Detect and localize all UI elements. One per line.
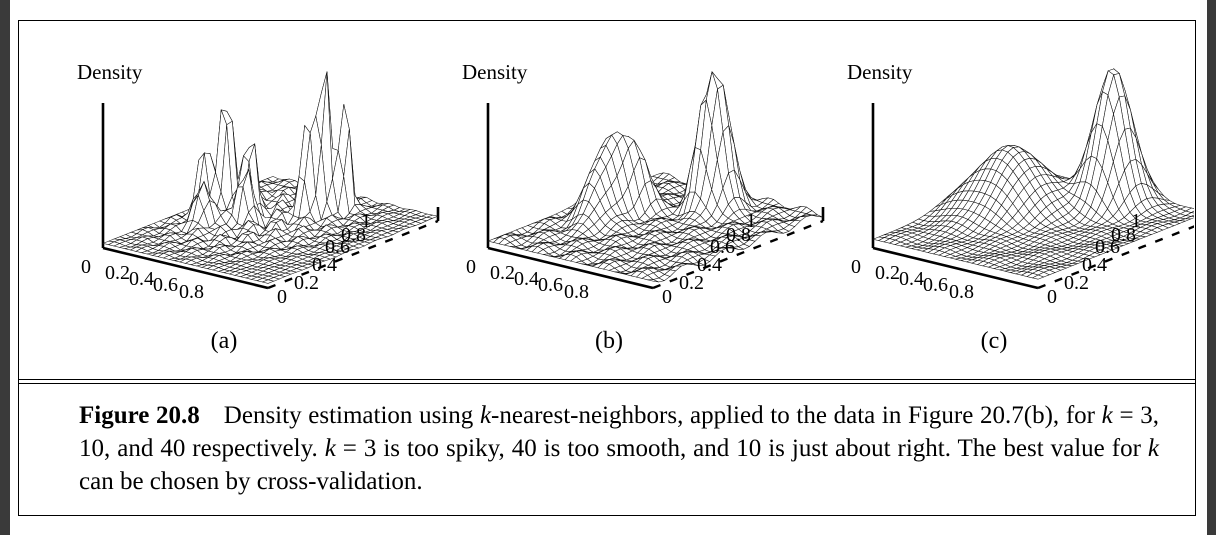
- figure-caption: Figure 20.8 Density estimation using k-ne…: [79, 402, 1160, 495]
- x-tick-label: 0.2: [875, 262, 900, 284]
- figure-label: Figure 20.8: [79, 402, 200, 429]
- x-tick-label: 0.8: [179, 281, 204, 303]
- x-tick-label: 0.6: [923, 274, 948, 296]
- x-tick-label: 0.4: [129, 268, 154, 290]
- x-axis-line: [102, 246, 269, 290]
- x-tick-label: 0.2: [105, 262, 130, 284]
- figure-box: Density 0 0.2 0.4 0.6 0.8 0 0.2 0.4 0.6 0.8 1 (a) Den…: [18, 20, 1196, 516]
- x-tick-label: 0.6: [153, 274, 178, 296]
- y-tick-label: 0.6: [325, 236, 350, 258]
- y-tick-label: 1: [361, 210, 371, 232]
- x-tick-label: 0: [466, 256, 476, 278]
- y-axis-line: [1037, 225, 1194, 290]
- x-tick-label: 0.2: [490, 262, 515, 284]
- caption-rule-bottom: [19, 383, 1195, 384]
- y-tick-label: 1: [746, 210, 756, 232]
- y-axis-line: [652, 219, 824, 290]
- density-surface: [872, 68, 1194, 280]
- y-tick-label: 0.6: [1095, 236, 1120, 258]
- x-tick-label: 0.8: [564, 281, 589, 303]
- y-tick-label: 0.2: [1064, 272, 1089, 294]
- panel-letter: (c): [981, 328, 1008, 354]
- panel-letter: (a): [211, 328, 238, 354]
- y-tick-label: 0.8: [1111, 224, 1136, 246]
- density-surface: [487, 71, 824, 283]
- density-label: Density: [77, 60, 143, 84]
- x-tick-label: 0: [851, 256, 861, 278]
- x-axis-line: [872, 246, 1039, 290]
- density-surface: [102, 71, 440, 284]
- x-axis-line: [487, 246, 654, 290]
- y-tick-label: 0: [1047, 286, 1057, 308]
- y-tick-label: 0.4: [1082, 254, 1107, 276]
- y-tick-label: 0: [662, 286, 672, 308]
- y-tick-label: 0.2: [294, 272, 319, 294]
- x-tick-label: 0.4: [514, 268, 539, 290]
- density-label: Density: [847, 60, 913, 84]
- caption-rule-top: [19, 379, 1195, 380]
- x-tick-label: 0.6: [538, 274, 563, 296]
- book-page: Density 0 0.2 0.4 0.6 0.8 0 0.2 0.4 0.6 0.8 1 (a) Den…: [10, 0, 1207, 535]
- y-axis-line: [267, 219, 439, 290]
- panel-letter: (b): [595, 328, 623, 354]
- density-label: Density: [462, 60, 528, 84]
- x-tick-label: 0.4: [899, 268, 924, 290]
- x-tick-label: 0: [81, 256, 91, 278]
- y-tick-label: 0.8: [341, 224, 366, 246]
- y-tick-label: 0.2: [679, 272, 704, 294]
- x-tick-label: 0.8: [949, 281, 974, 303]
- y-tick-label: 0.8: [726, 224, 751, 246]
- y-tick-label: 0.6: [710, 236, 735, 258]
- y-tick-label: 1: [1131, 210, 1141, 232]
- y-tick-label: 0.4: [312, 254, 337, 276]
- y-tick-label: 0.4: [697, 254, 722, 276]
- y-tick-label: 0: [277, 286, 287, 308]
